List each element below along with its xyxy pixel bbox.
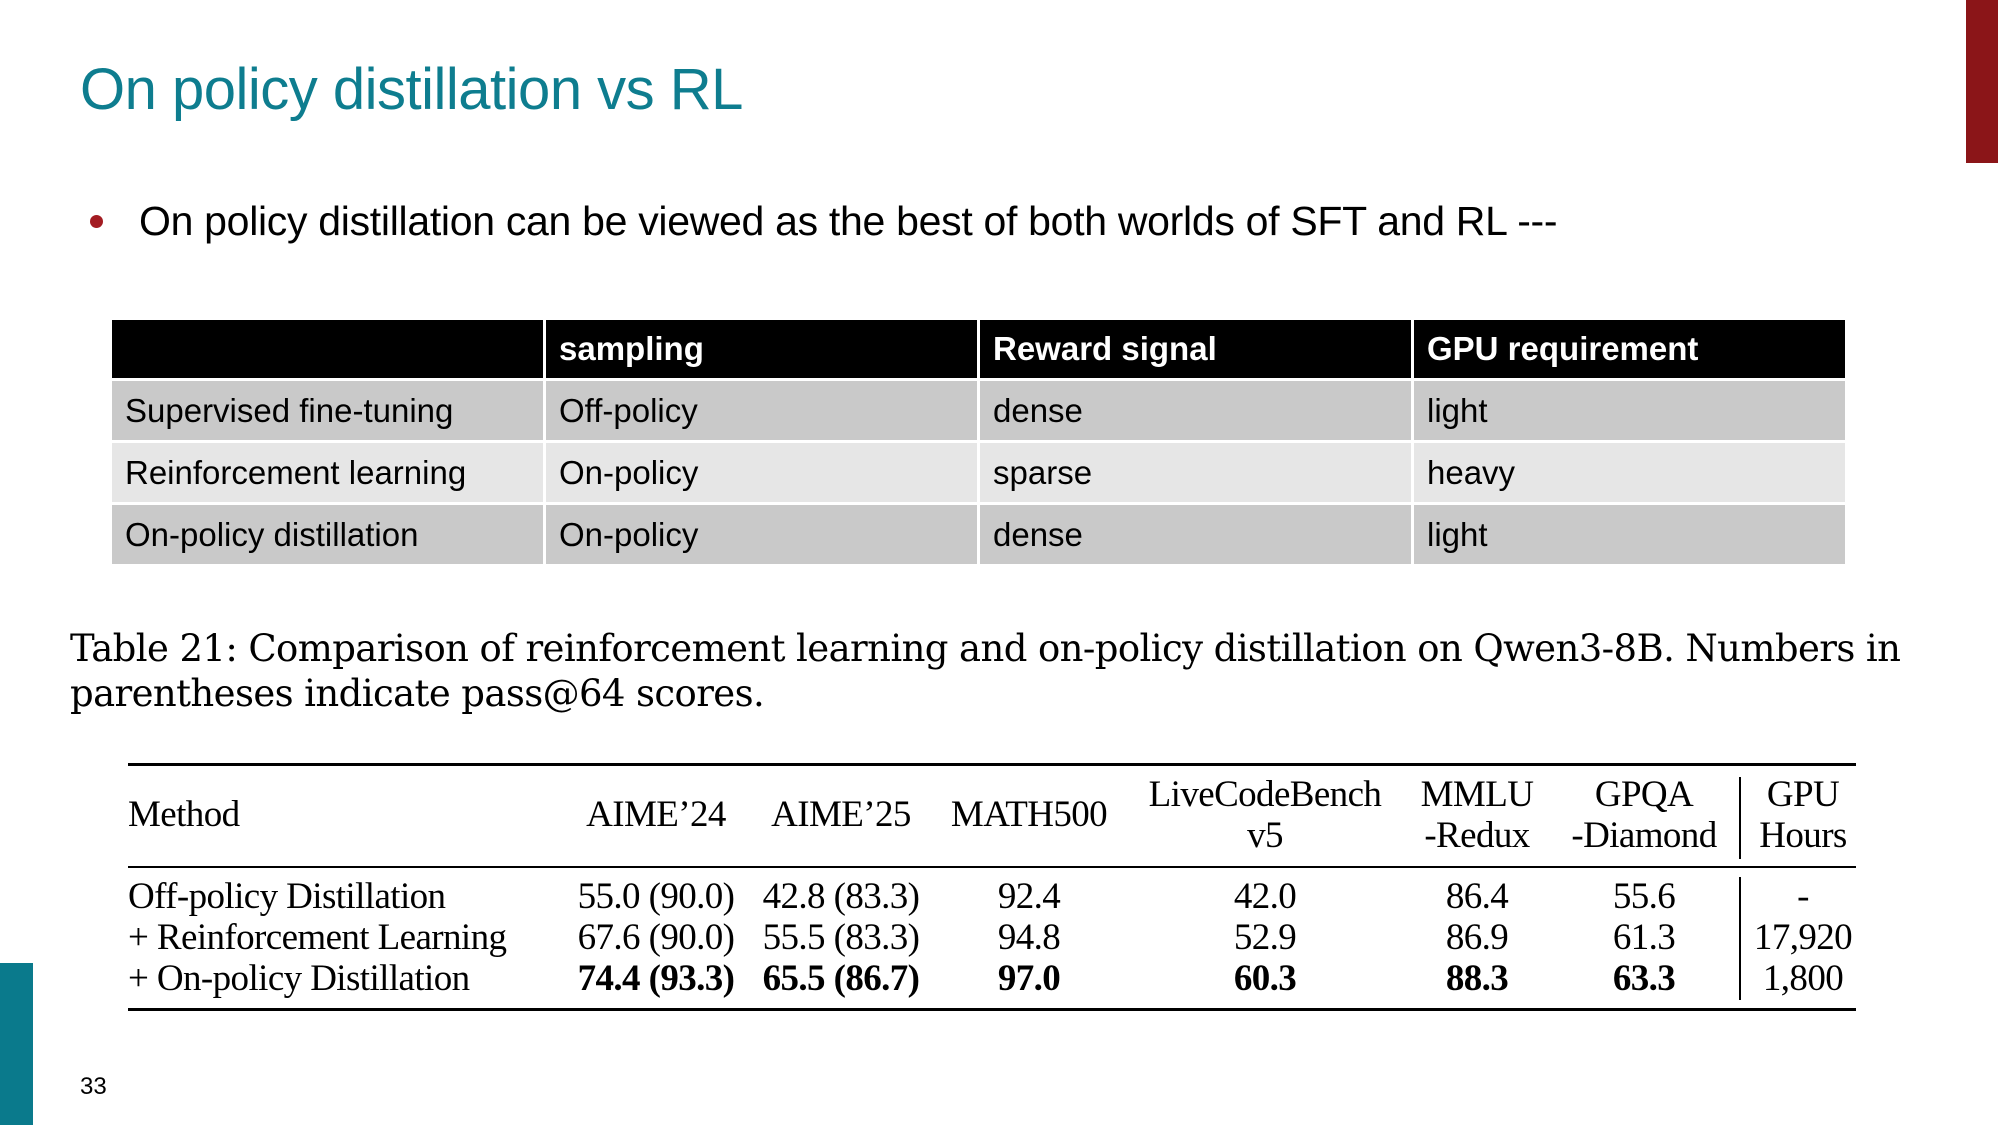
header-aime25: AIME’25 bbox=[771, 794, 911, 835]
table-cell: light bbox=[1414, 381, 1845, 440]
table-cell-best: 65.5 (86.7) bbox=[762, 958, 920, 999]
table-cell: sparse bbox=[980, 443, 1411, 502]
header-gpu-hours: Hours bbox=[1759, 815, 1847, 856]
row-method: + Reinforcement Learning bbox=[128, 917, 507, 958]
header-cell-sampling: sampling bbox=[546, 320, 977, 378]
comparison-table: sampling Reward signal GPU requirement S… bbox=[112, 320, 1845, 564]
header-cell-empty bbox=[112, 320, 543, 378]
table-cell: 55.5 (83.3) bbox=[762, 917, 920, 958]
table-cell: On-policy bbox=[546, 443, 977, 502]
table-cell: 1,800 bbox=[1762, 958, 1844, 999]
table-cell: 86.4 bbox=[1445, 876, 1509, 917]
bullet-text: On policy distillation can be viewed as … bbox=[139, 198, 1558, 244]
table-cell: On-policy bbox=[546, 505, 977, 564]
table-cell: dense bbox=[980, 505, 1411, 564]
table-cell: 42.8 (83.3) bbox=[762, 876, 920, 917]
header-aime24: AIME’24 bbox=[586, 794, 726, 835]
bottom-rule bbox=[128, 1008, 1856, 1011]
accent-bar-teal bbox=[0, 963, 33, 1125]
table-cell-best: 60.3 bbox=[1233, 958, 1297, 999]
table-cell-best: 97.0 bbox=[997, 958, 1061, 999]
header-method: Method bbox=[128, 794, 240, 835]
table-cell: 17,920 bbox=[1753, 917, 1853, 958]
table-cell: light bbox=[1414, 505, 1845, 564]
bullet-point: On policy distillation can be viewed as … bbox=[86, 198, 1558, 245]
table-cell: 55.6 bbox=[1612, 876, 1676, 917]
table-cell-best: 88.3 bbox=[1445, 958, 1509, 999]
table-caption: Table 21: Comparison of reinforcement le… bbox=[70, 627, 1901, 715]
header-cell-gpu-requirement: GPU requirement bbox=[1414, 320, 1845, 378]
top-rule bbox=[128, 763, 1856, 766]
header-gpu: GPU bbox=[1766, 774, 1840, 815]
slide-number: 33 bbox=[80, 1073, 107, 1100]
table-cell: heavy bbox=[1414, 443, 1845, 502]
table-cell-best: 63.3 bbox=[1612, 958, 1676, 999]
header-gpqa: GPQA bbox=[1594, 774, 1694, 815]
header-livecodebench-v5: v5 bbox=[1247, 815, 1283, 856]
accent-bar-red bbox=[1966, 0, 1998, 163]
row-label-sft: Supervised fine-tuning bbox=[112, 381, 543, 440]
table-cell: 42.0 bbox=[1233, 876, 1297, 917]
row-label-opd: On-policy distillation bbox=[112, 505, 543, 564]
header-mmlu-redux: -Redux bbox=[1424, 815, 1530, 856]
table-cell: - bbox=[1797, 876, 1809, 917]
header-math500: MATH500 bbox=[950, 794, 1108, 835]
table-cell: 61.3 bbox=[1612, 917, 1676, 958]
table-cell: dense bbox=[980, 381, 1411, 440]
header-cell-reward-signal: Reward signal bbox=[980, 320, 1411, 378]
table-cell: 67.6 (90.0) bbox=[577, 917, 735, 958]
slide-title: On policy distillation vs RL bbox=[80, 57, 743, 122]
header-livecodebench: LiveCodeBench bbox=[1148, 774, 1382, 815]
bullet-icon bbox=[90, 215, 103, 228]
row-label-rl: Reinforcement learning bbox=[112, 443, 543, 502]
vertical-rule-body bbox=[1739, 877, 1741, 1000]
table-cell: 94.8 bbox=[997, 917, 1061, 958]
table-cell: 52.9 bbox=[1233, 917, 1297, 958]
table-cell: Off-policy bbox=[546, 381, 977, 440]
table-cell: 86.9 bbox=[1445, 917, 1509, 958]
vertical-rule-header bbox=[1739, 777, 1741, 859]
table-cell-best: 74.4 (93.3) bbox=[577, 958, 735, 999]
results-table: Method AIME’24 AIME’25 MATH500 LiveCodeB… bbox=[128, 763, 1856, 1011]
row-method: Off-policy Distillation bbox=[128, 876, 446, 917]
header-mmlu: MMLU bbox=[1420, 774, 1534, 815]
table-cell: 92.4 bbox=[997, 876, 1061, 917]
header-gpqa-diamond: -Diamond bbox=[1571, 815, 1717, 856]
row-method: + On-policy Distillation bbox=[128, 958, 470, 999]
table-cell: 55.0 (90.0) bbox=[577, 876, 735, 917]
mid-rule bbox=[128, 866, 1856, 868]
